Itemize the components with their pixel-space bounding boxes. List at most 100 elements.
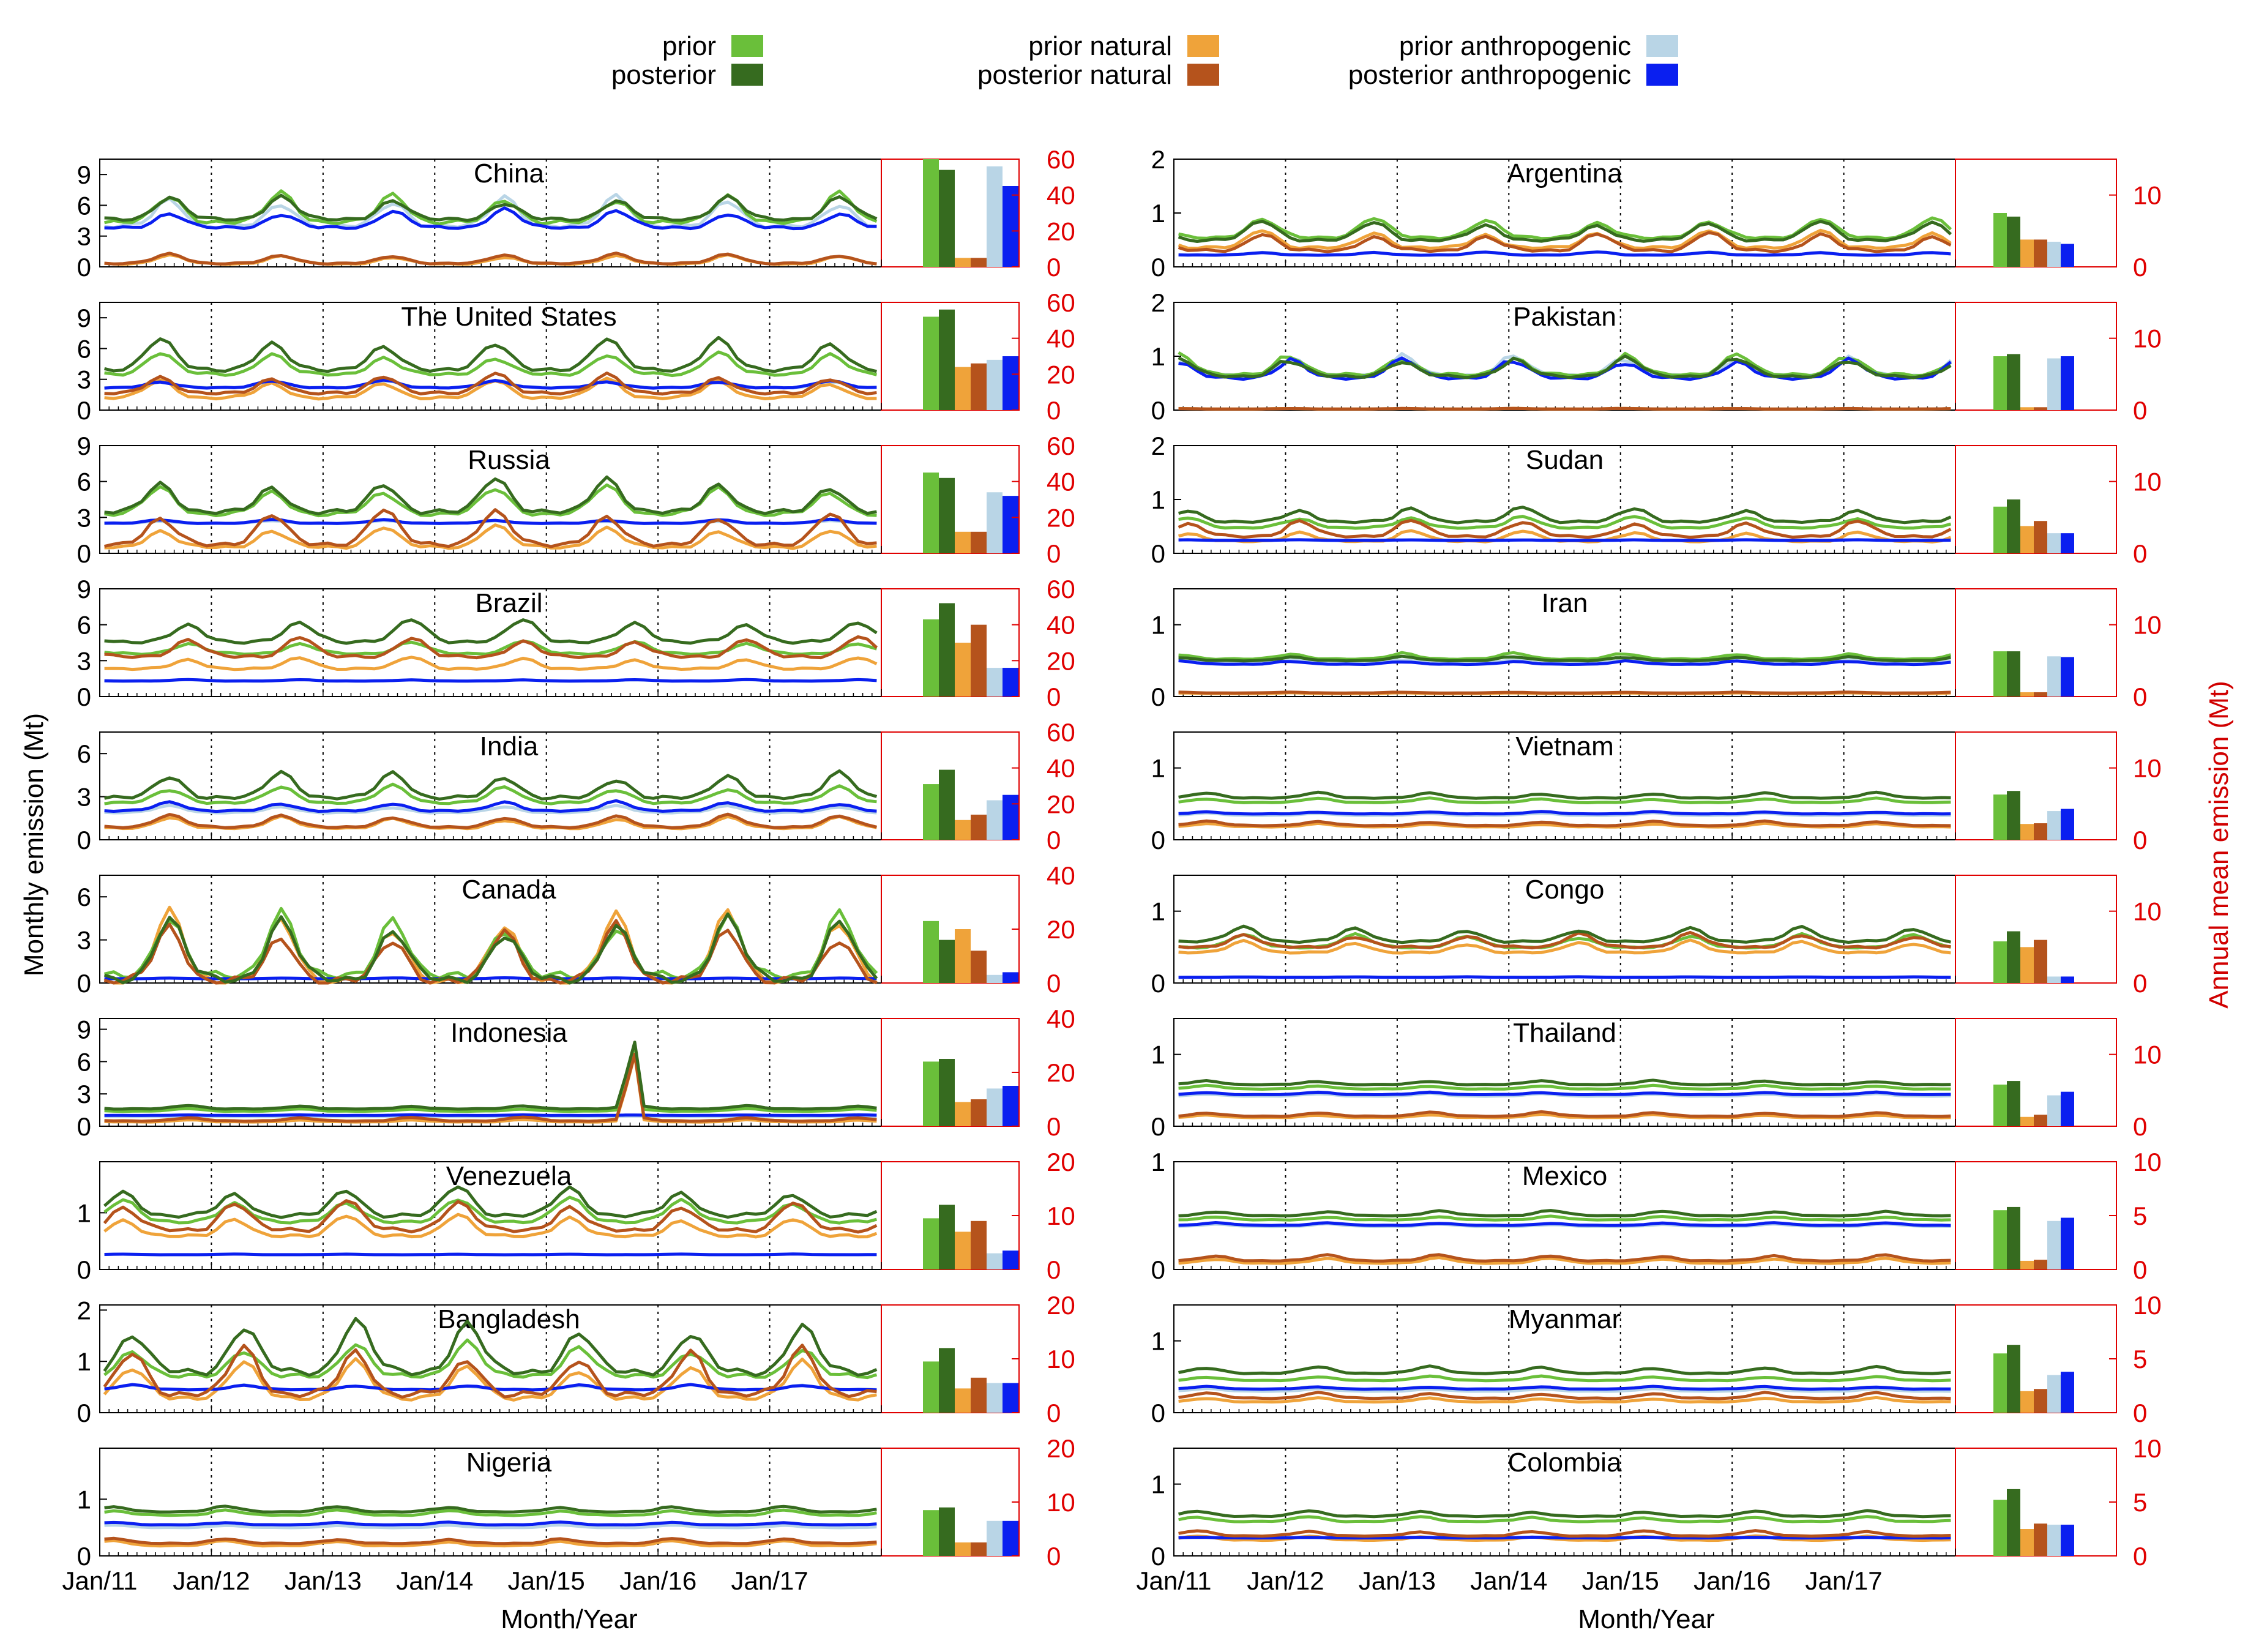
series-line-posterior-natural	[1178, 1110, 1951, 1118]
annual-bar-posterior-natural	[2034, 692, 2047, 697]
panel-title: Brazil	[475, 588, 542, 618]
bar-y-tick-label: 10	[2133, 181, 2162, 210]
bar-y-tick-label: 0	[1047, 682, 1061, 711]
y-tick-label: 2	[1151, 288, 1165, 317]
annual-bar-prior-natural	[2020, 1116, 2034, 1126]
annual-bar-prior-natural	[955, 1102, 971, 1126]
annual-bar-posterior	[2007, 1081, 2020, 1126]
x-tick-label: Jan/15	[508, 1566, 585, 1595]
annual-bar-prior-natural	[955, 1388, 971, 1413]
series-line-posterior-natural	[1178, 1391, 1951, 1400]
panel-nigeria: 0 1 Nigeria 0 10 20 Jan/11 Jan/12 Jan/13 Jan/14 Ja…	[62, 1434, 1075, 1595]
y-tick-label: 1	[1151, 199, 1165, 228]
annual-bar-prior	[923, 921, 939, 983]
bar-y-tick-label: 10	[2133, 1041, 2162, 1069]
annual-bar-prior-anthropogenic	[987, 359, 1003, 410]
y-tick-label: 1	[77, 1347, 91, 1376]
y-tick-label: 3	[77, 222, 91, 251]
annual-bar-prior	[923, 1061, 939, 1126]
y-tick-label: 2	[77, 1296, 91, 1325]
series-line-posterior	[104, 335, 877, 373]
annual-bar-posterior-natural	[2034, 407, 2047, 410]
annual-bar-prior	[923, 619, 939, 697]
annual-bar-prior-anthropogenic	[2047, 976, 2061, 983]
bar-y-tick-label: 20	[1047, 1058, 1075, 1087]
annual-bar-posterior-anthropogenic	[1003, 668, 1018, 697]
annual-bar-prior-anthropogenic	[987, 166, 1003, 267]
y-tick-label: 0	[77, 682, 91, 711]
bar-y-tick-label: 0	[2133, 253, 2147, 282]
annual-bar-posterior	[939, 309, 955, 410]
legend-label: prior	[662, 31, 716, 61]
series-line-posterior	[104, 475, 877, 515]
series-line-posterior-anthropogenic	[1178, 250, 1951, 257]
series-line-posterior	[103, 912, 878, 985]
y-tick-label: 0	[77, 1112, 91, 1141]
series-line-posterior	[1178, 924, 1951, 944]
annual-bar-posterior-natural	[2034, 1389, 2047, 1413]
series-line-posterior-natural	[103, 1344, 877, 1399]
bar-y-tick-label: 0	[1047, 1399, 1061, 1427]
annual-bar-prior-natural	[2020, 1260, 2034, 1269]
y-tick-label: 1	[1151, 485, 1165, 514]
series-line-posterior-natural	[104, 812, 877, 829]
bar-y-tick-label: 40	[1047, 754, 1075, 783]
annual-bar-posterior-anthropogenic	[2061, 356, 2074, 410]
series-line-prior-anthropogenic	[104, 804, 877, 815]
annual-bar-prior	[923, 316, 939, 410]
annual-bar-prior	[1993, 506, 2007, 553]
y-tick-label: 3	[77, 926, 91, 955]
annual-bar-prior-natural	[955, 1232, 971, 1269]
annual-bar-posterior	[2007, 216, 2020, 267]
series-line-posterior	[1178, 654, 1951, 663]
annual-bar-prior-anthropogenic	[2047, 533, 2061, 553]
annual-bar-prior-natural	[955, 258, 971, 267]
annual-bar-prior	[923, 1361, 939, 1413]
x-axis-label-right: Month/Year	[1578, 1604, 1714, 1634]
y-tick-label: 0	[77, 969, 91, 998]
annual-bar-prior	[923, 473, 939, 553]
series-line-posterior-natural	[1178, 406, 1951, 411]
series-line-prior	[1178, 796, 1951, 804]
y-tick-label: 9	[77, 1015, 91, 1044]
annual-bar-posterior-anthropogenic	[2061, 1524, 2074, 1556]
series-line-prior-natural	[104, 1539, 877, 1548]
y-tick-label: 0	[1151, 969, 1165, 998]
bar-y-tick-label: 0	[2133, 969, 2147, 998]
annual-bar-prior-anthropogenic	[987, 800, 1003, 840]
y-tick-label: 0	[77, 1542, 91, 1571]
series-line-prior-anthropogenic	[1178, 1386, 1951, 1393]
annual-bar-prior	[1993, 1353, 2007, 1413]
legend-label: posterior natural	[977, 60, 1172, 90]
bar-y-tick-label: 60	[1047, 288, 1075, 317]
panel-title: Congo	[1525, 875, 1605, 905]
annual-bar-prior-anthropogenic	[987, 1253, 1003, 1269]
series-line-posterior-anthropogenic	[104, 206, 877, 231]
series-line-posterior-natural	[1178, 1529, 1951, 1538]
series-line-prior-anthropogenic	[104, 1523, 877, 1530]
y-tick-label: 3	[77, 365, 91, 394]
y-tick-label: 0	[1151, 1112, 1165, 1141]
bar-y-tick-label: 0	[2133, 1255, 2147, 1284]
panel-title: Mexico	[1522, 1161, 1607, 1191]
bar-y-tick-label: 10	[1047, 1488, 1075, 1517]
annual-bar-prior	[1993, 1500, 2007, 1556]
panel-indonesia: 0 3 6 9 Indonesia 0 20 40	[77, 1004, 1075, 1141]
annual-bar-prior-natural	[955, 1542, 971, 1556]
bar-y-tick-label: 40	[1047, 611, 1075, 640]
y-tick-label: 2	[1151, 145, 1165, 174]
bar-y-tick-label: 0	[1047, 826, 1061, 854]
series-line-prior-natural	[103, 1213, 878, 1239]
annual-bar-prior-natural	[2020, 1529, 2034, 1556]
panel-title: Indonesia	[450, 1018, 567, 1048]
annual-bar-prior-natural	[2020, 1391, 2034, 1413]
annual-bar-posterior	[939, 769, 955, 840]
annual-bar-posterior	[939, 1507, 955, 1556]
annual-bar-prior	[1993, 794, 2007, 840]
annual-bar-posterior-natural	[971, 531, 987, 553]
series-line-posterior-natural	[1178, 231, 1952, 253]
annual-bar-posterior-anthropogenic	[1003, 1383, 1018, 1413]
series-line-posterior-anthropogenic	[1178, 1385, 1951, 1391]
